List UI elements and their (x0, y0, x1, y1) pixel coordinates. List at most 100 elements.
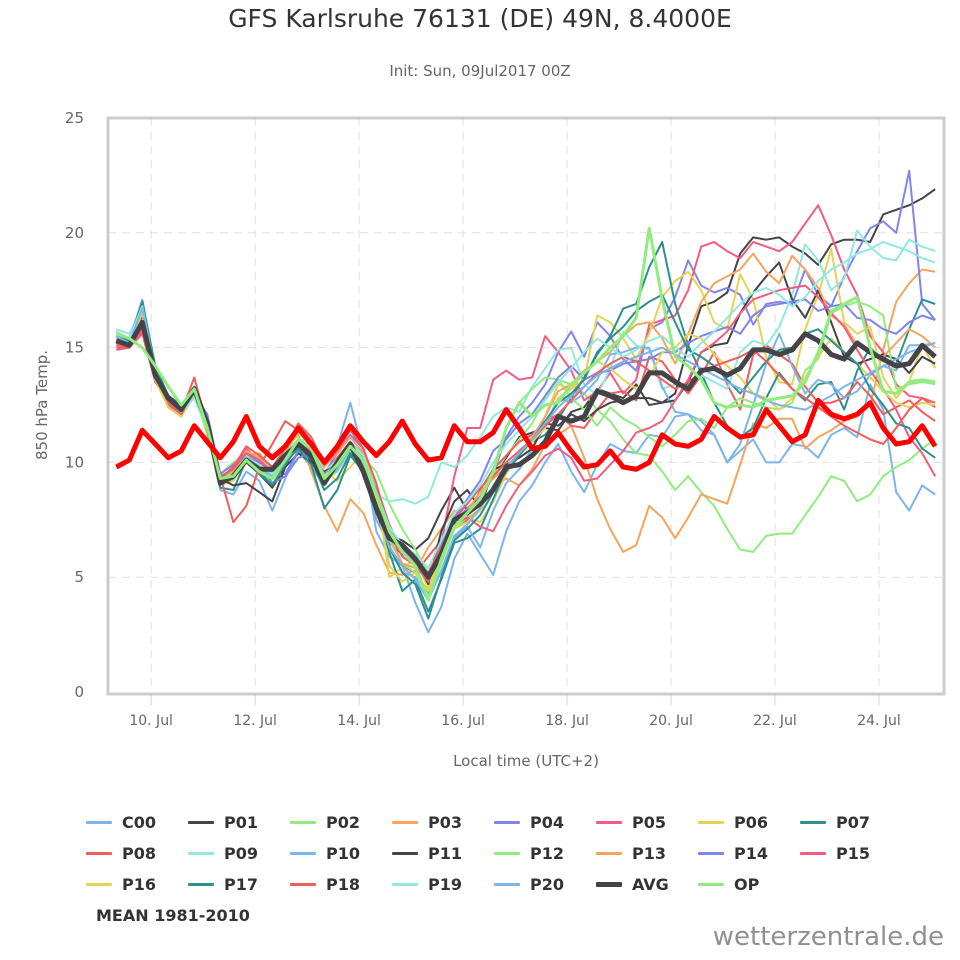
series-group (115, 169, 938, 634)
legend-label: P19 (428, 875, 462, 894)
x-tick-label: 22. Jul (753, 713, 797, 729)
legend-swatch-icon (494, 821, 520, 824)
legend-swatch-icon (188, 852, 214, 855)
legend-swatch-icon (596, 852, 622, 855)
series-line-p01[interactable] (115, 188, 936, 551)
legend-swatch-icon (188, 883, 214, 886)
legend-label: P15 (836, 844, 870, 863)
legend-label: P10 (326, 844, 360, 863)
legend-item-op[interactable]: OP (698, 875, 800, 894)
legend-label: P05 (632, 813, 666, 832)
legend-item-p02[interactable]: P02 (290, 813, 392, 832)
legend-swatch-icon (698, 821, 724, 824)
series-line-mean-1981-2010[interactable] (115, 397, 938, 472)
legend-item-p12[interactable]: P12 (494, 844, 596, 863)
legend-item-p11[interactable]: P11 (392, 844, 494, 863)
legend-swatch-icon (698, 852, 724, 855)
legend-label: P03 (428, 813, 462, 832)
legend-swatch-icon (86, 883, 112, 886)
series-line-p05[interactable] (116, 204, 936, 579)
legend-swatch-icon (290, 821, 316, 824)
x-axis-title: Local time (UTC+2) (453, 752, 599, 770)
legend-item-p15[interactable]: P15 (800, 844, 902, 863)
legend-label: MEAN 1981-2010 (96, 906, 250, 925)
legend-label: P01 (224, 813, 258, 832)
legend-item-p05[interactable]: P05 (596, 813, 698, 832)
x-tick-label: 20. Jul (649, 713, 693, 729)
x-tick-label: 16. Jul (441, 713, 485, 729)
series-line-p15[interactable] (116, 284, 937, 583)
legend-swatch-icon (392, 883, 418, 886)
legend-label: P06 (734, 813, 768, 832)
series-line-p20[interactable] (115, 307, 936, 602)
legend-label: P13 (632, 844, 666, 863)
legend-label: AVG (632, 875, 669, 894)
legend-swatch-icon (596, 821, 622, 824)
y-tick-label: 25 (65, 109, 84, 127)
legend-label: P04 (530, 813, 564, 832)
legend-row: P08 P09 P10 P11 P12 P13 P14 P15 (86, 838, 906, 869)
legend-label: P14 (734, 844, 768, 863)
plot-border (106, 116, 946, 696)
legend-item-p09[interactable]: P09 (188, 844, 290, 863)
legend-swatch-icon (494, 883, 520, 886)
x-axis: 10. Jul 12. Jul 14. Jul 16. Jul 18. Jul 20. J… (129, 695, 901, 729)
legend-swatch-icon (800, 821, 826, 824)
legend-row: C00 P01 P02 P03 P04 P05 P06 P07 (86, 807, 906, 838)
legend-item-p20[interactable]: P20 (494, 875, 596, 894)
legend-item-p18[interactable]: P18 (290, 875, 392, 894)
y-tick-label: 0 (74, 683, 84, 701)
legend-label: OP (734, 875, 760, 894)
x-tick-label: 24. Jul (857, 713, 901, 729)
x-tick-label: 12. Jul (233, 713, 277, 729)
legend-item-p14[interactable]: P14 (698, 844, 800, 863)
legend-item-p19[interactable]: P19 (392, 875, 494, 894)
legend-item-p04[interactable]: P04 (494, 813, 596, 832)
legend: C00 P01 P02 P03 P04 P05 P06 P07 P08 P09 P10 P11 P12 P… (86, 807, 906, 931)
legend-swatch-icon (290, 852, 316, 855)
chart-title: GFS Karlsruhe 76131 (DE) 49N, 8.4000E (228, 4, 732, 33)
legend-item-p03[interactable]: P03 (392, 813, 494, 832)
legend-swatch-icon (86, 852, 112, 855)
legend-swatch-icon (392, 852, 418, 855)
legend-label: P16 (122, 875, 156, 894)
legend-item-p13[interactable]: P13 (596, 844, 698, 863)
legend-label: P20 (530, 875, 564, 894)
legend-swatch-icon (596, 882, 622, 887)
series-line-p11[interactable] (115, 261, 936, 586)
series-line-c00[interactable] (115, 298, 936, 634)
legend-swatch-icon (494, 852, 520, 855)
legend-label: P09 (224, 844, 258, 863)
legend-item-p06[interactable]: P06 (698, 813, 800, 832)
x-tick-label: 14. Jul (337, 713, 381, 729)
legend-item-p17[interactable]: P17 (188, 875, 290, 894)
legend-swatch-icon (290, 883, 316, 886)
y-tick-label: 10 (65, 453, 84, 471)
legend-swatch-icon (392, 821, 418, 824)
legend-swatch-icon (698, 883, 724, 886)
legend-item-p07[interactable]: P07 (800, 813, 902, 832)
x-tick-label: 18. Jul (545, 713, 589, 729)
y-axis-title: 850 hPa Temp. (33, 350, 51, 460)
legend-row: P16 P17 P18 P19 P20 AVG OP (86, 869, 906, 900)
legend-item-p16[interactable]: P16 (86, 875, 188, 894)
legend-label: P18 (326, 875, 360, 894)
legend-label: P08 (122, 844, 156, 863)
legend-swatch-icon (86, 821, 112, 824)
legend-item-p01[interactable]: P01 (188, 813, 290, 832)
credits-link[interactable]: wetterzentrale.de (712, 922, 944, 952)
legend-item-p10[interactable]: P10 (290, 844, 392, 863)
series-line-op[interactable] (115, 226, 936, 602)
chart-subtitle: Init: Sun, 09Jul2017 00Z (389, 62, 571, 80)
legend-row: MEAN 1981-2010 (86, 900, 906, 931)
y-tick-label: 20 (65, 224, 84, 242)
legend-label: C00 (122, 813, 157, 832)
legend-label: P02 (326, 813, 360, 832)
legend-item-c00[interactable]: C00 (86, 813, 188, 832)
legend-swatch-icon (800, 852, 826, 855)
legend-item-mean-1981-2010[interactable]: MEAN 1981-2010 (86, 906, 250, 925)
legend-label: P07 (836, 813, 870, 832)
legend-item-avg[interactable]: AVG (596, 875, 698, 894)
legend-item-p08[interactable]: P08 (86, 844, 188, 863)
